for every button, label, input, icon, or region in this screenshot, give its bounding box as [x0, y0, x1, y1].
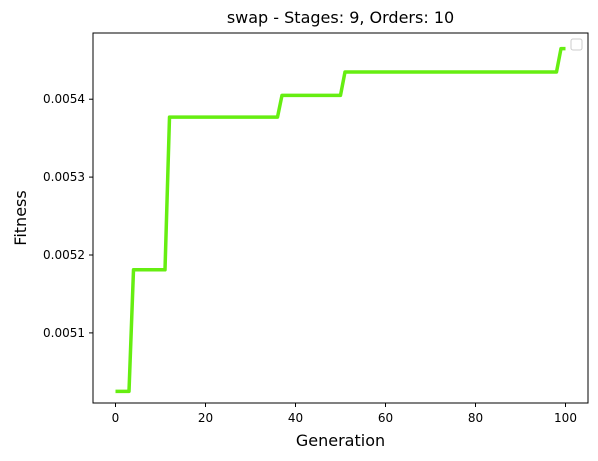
- series-layer: [115, 46, 566, 394]
- y-tick-label: 0.0053: [43, 170, 85, 184]
- x-tick-label: 60: [378, 411, 393, 425]
- plot-area-frame: [92, 32, 589, 404]
- legend: [570, 38, 583, 51]
- chart-title: swap - Stages: 9, Orders: 10: [227, 8, 454, 27]
- y-tick-label: 0.0054: [43, 92, 85, 106]
- x-tick-label: 100: [554, 411, 577, 425]
- x-tick-label: 40: [288, 411, 303, 425]
- y-tick-label: 0.0051: [43, 326, 85, 340]
- x-tick-label: 80: [468, 411, 483, 425]
- y-axis-label: Fitness: [11, 190, 30, 245]
- x-tick-label: 0: [112, 411, 120, 425]
- ticks-layer: 0 20 40 60 80 100 0.0051 0.0052 0.0053 0.0054: [43, 92, 577, 425]
- y-tick-label: 0.0052: [43, 248, 85, 262]
- x-axis-label: Generation: [296, 431, 385, 450]
- legend-box: [570, 38, 583, 51]
- series-line: [115, 46, 566, 394]
- x-tick-label: 20: [198, 411, 213, 425]
